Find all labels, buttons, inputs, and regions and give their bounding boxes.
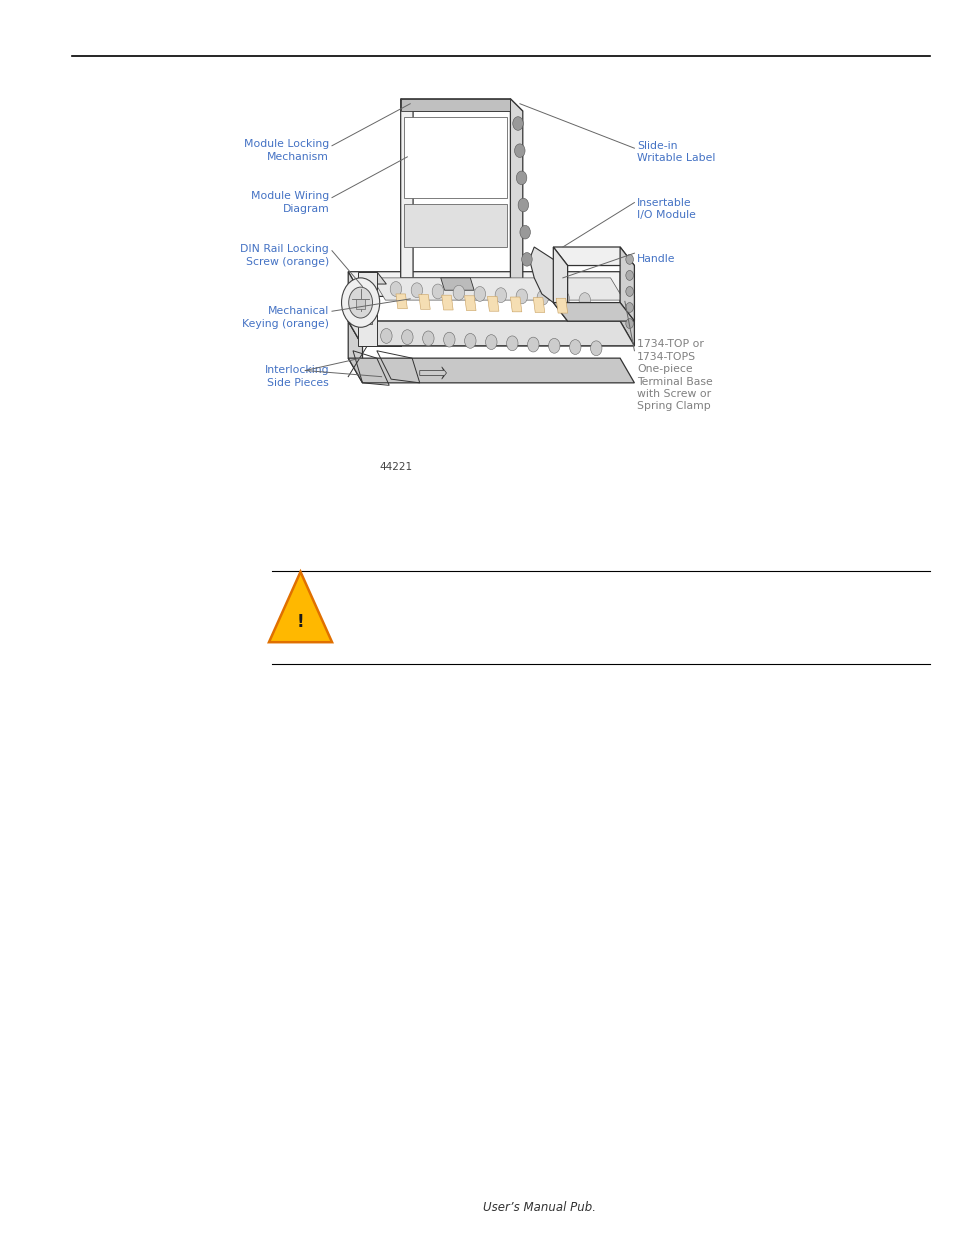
Text: Module Locking
Mechanism: Module Locking Mechanism <box>244 140 329 162</box>
Polygon shape <box>418 294 430 309</box>
Circle shape <box>513 117 522 131</box>
Polygon shape <box>553 247 634 266</box>
Polygon shape <box>395 294 407 309</box>
Text: Handle: Handle <box>637 254 675 264</box>
Circle shape <box>569 340 580 354</box>
Circle shape <box>548 338 559 353</box>
Polygon shape <box>348 321 362 383</box>
Circle shape <box>521 252 532 267</box>
Circle shape <box>464 333 476 348</box>
Polygon shape <box>348 321 634 346</box>
Polygon shape <box>348 272 634 296</box>
Polygon shape <box>441 295 453 310</box>
Polygon shape <box>487 296 498 311</box>
Polygon shape <box>529 247 562 303</box>
Polygon shape <box>348 358 634 383</box>
Circle shape <box>517 198 528 212</box>
Polygon shape <box>372 278 623 300</box>
Polygon shape <box>348 321 634 346</box>
Ellipse shape <box>349 288 372 319</box>
Circle shape <box>519 225 530 240</box>
Text: Module Wiring
Diagram: Module Wiring Diagram <box>251 191 329 214</box>
Polygon shape <box>400 278 522 290</box>
Text: User’s Manual Pub.: User’s Manual Pub. <box>482 1202 595 1214</box>
Polygon shape <box>269 572 332 642</box>
Circle shape <box>625 303 633 312</box>
Polygon shape <box>440 278 474 290</box>
Circle shape <box>625 270 633 280</box>
Polygon shape <box>553 303 634 321</box>
Polygon shape <box>510 99 522 290</box>
Circle shape <box>453 285 464 300</box>
Text: DIN Rail Locking
Screw (orange): DIN Rail Locking Screw (orange) <box>240 245 329 267</box>
Polygon shape <box>533 298 544 312</box>
Text: Insertable
I/O Module: Insertable I/O Module <box>637 198 696 220</box>
Circle shape <box>578 293 590 308</box>
Circle shape <box>474 287 485 301</box>
Polygon shape <box>419 367 446 379</box>
Circle shape <box>625 287 633 296</box>
Circle shape <box>443 332 455 347</box>
Circle shape <box>558 291 569 306</box>
Text: 1734-TOP or
1734-TOPS
One-piece
Terminal Base
with Screw or
Spring Clamp: 1734-TOP or 1734-TOPS One-piece Terminal… <box>637 340 712 411</box>
Polygon shape <box>400 99 522 111</box>
Circle shape <box>514 144 524 158</box>
Circle shape <box>495 288 506 303</box>
Polygon shape <box>619 272 634 346</box>
Polygon shape <box>404 117 506 198</box>
Polygon shape <box>510 296 521 312</box>
Circle shape <box>625 319 633 329</box>
Text: !: ! <box>296 614 304 631</box>
Polygon shape <box>362 272 386 284</box>
Circle shape <box>506 336 517 351</box>
Circle shape <box>390 282 401 296</box>
Circle shape <box>422 331 434 346</box>
Polygon shape <box>404 204 506 247</box>
Circle shape <box>411 283 422 298</box>
Polygon shape <box>619 247 634 321</box>
Text: Mechanical
Keying (orange): Mechanical Keying (orange) <box>242 306 329 329</box>
Circle shape <box>527 337 538 352</box>
Circle shape <box>516 170 526 184</box>
Polygon shape <box>355 299 365 309</box>
Circle shape <box>625 254 633 264</box>
Text: 44221: 44221 <box>379 462 412 472</box>
Polygon shape <box>357 290 372 303</box>
Circle shape <box>537 290 548 305</box>
Polygon shape <box>357 272 376 346</box>
Polygon shape <box>553 247 567 321</box>
Text: Interlocking
Side Pieces: Interlocking Side Pieces <box>264 366 329 388</box>
Polygon shape <box>400 99 413 290</box>
Polygon shape <box>348 272 362 346</box>
Circle shape <box>380 329 392 343</box>
Polygon shape <box>400 99 510 111</box>
Polygon shape <box>464 295 476 311</box>
Ellipse shape <box>341 278 379 327</box>
Circle shape <box>516 289 527 304</box>
Polygon shape <box>556 298 567 314</box>
Circle shape <box>401 330 413 345</box>
Circle shape <box>485 335 497 350</box>
Circle shape <box>432 284 443 299</box>
Circle shape <box>590 341 601 356</box>
Text: Slide-in
Writable Label: Slide-in Writable Label <box>637 141 715 163</box>
Polygon shape <box>357 311 372 324</box>
